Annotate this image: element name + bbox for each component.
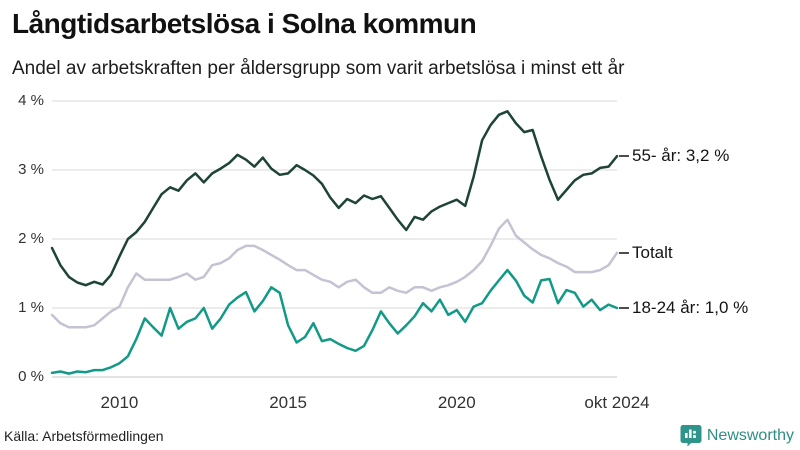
x-tick-label-okt-2024: okt 2024 — [584, 393, 650, 412]
legend-label-55-r: 55- år: 3,2 % — [632, 146, 730, 166]
newsworthy-logo-icon — [680, 425, 702, 447]
x-tick-label-2015: 2015 — [269, 393, 308, 412]
series-line-18-24-r — [50, 268, 619, 375]
x-tick-label-2010: 2010 — [100, 393, 139, 412]
legend-label-18-24-r: 18-24 år: 1,0 % — [632, 298, 749, 317]
newsworthy-brand-name: Newsworthy — [706, 426, 794, 444]
source-credit: Källa: Arbetsförmedlingen — [4, 428, 164, 444]
x-tick-label-2020: 2020 — [437, 393, 476, 412]
legend-dash-icon — [619, 307, 629, 309]
newsworthy-brand[interactable]: Newsworthy — [680, 424, 794, 447]
y-tick-label-3: 3 % — [18, 161, 44, 178]
series-line-totalt — [50, 218, 619, 329]
y-tick-label-1: 1 % — [18, 299, 44, 316]
series-line-55-r — [50, 110, 619, 287]
y-tick-label-0: 0 % — [18, 368, 44, 385]
legend-label-totalt: Totalt — [632, 242, 673, 262]
y-tick-label-4: 4 % — [18, 92, 44, 109]
legend-dash-icon — [619, 251, 629, 254]
y-tick-label-2: 2 % — [18, 230, 44, 247]
chart-subtitle: Andel av arbetskraften per åldersgrupp s… — [12, 58, 625, 79]
page-title: Långtidsarbetslösa i Solna kommun — [12, 8, 477, 39]
legend-dash-icon — [619, 155, 629, 158]
